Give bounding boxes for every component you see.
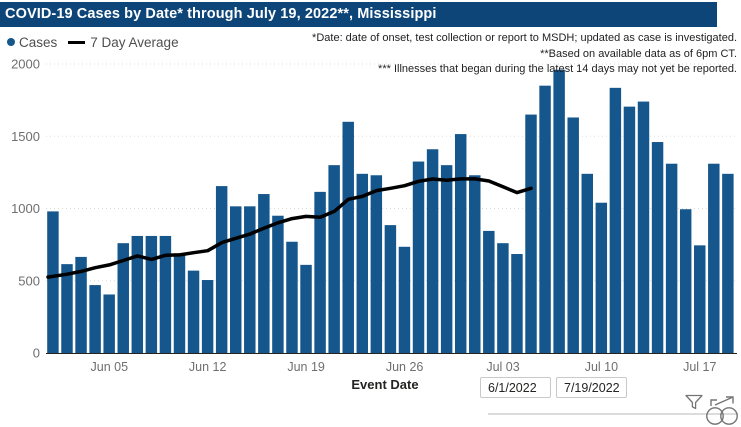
bar-jun-12[interactable]	[201, 280, 214, 353]
x-axis-tick-label: Jul 03	[486, 360, 519, 374]
bar-jun-09[interactable]	[159, 235, 172, 353]
bar-jul-16[interactable]	[679, 209, 692, 353]
bar-jun-24[interactable]	[370, 175, 383, 353]
bar-jun-16[interactable]	[258, 194, 270, 353]
bar-jun-29[interactable]	[440, 165, 453, 353]
focus-mode-icon[interactable]	[701, 394, 740, 426]
cases-legend-dot-icon	[7, 38, 15, 46]
bar-jul-12[interactable]	[623, 106, 636, 353]
bar-jun-10[interactable]	[173, 253, 186, 353]
x-axis-tick-label: Jun 26	[386, 360, 424, 374]
footnote-data-as-of: **Based on available data as of 6pm CT.	[540, 47, 737, 60]
bar-jul-06[interactable]	[539, 85, 551, 354]
bar-jul-03[interactable]	[497, 243, 509, 353]
x-axis-tick-label: Jun 05	[91, 360, 129, 374]
footnote-latest-14-days: *** Illnesses that began during the late…	[378, 63, 737, 75]
bar-jul-01[interactable]	[469, 175, 481, 353]
bar-jun-18[interactable]	[286, 241, 298, 353]
x-axis-tick-label: Jul 10	[585, 360, 618, 374]
bar-jun-13[interactable]	[215, 186, 228, 353]
bar-jul-14[interactable]	[651, 142, 664, 353]
y-axis-tick-label: 0	[33, 346, 40, 361]
x-axis-tick-label: Jun 19	[287, 360, 325, 374]
bar-jun-19[interactable]	[300, 264, 312, 353]
filter-icon[interactable]	[683, 393, 705, 412]
y-axis-tick-label: 500	[18, 273, 40, 288]
bar-jul-10[interactable]	[595, 202, 608, 353]
legend: Cases 7 Day Average	[7, 33, 179, 51]
bar-jun-15[interactable]	[244, 206, 256, 353]
bar-jun-07[interactable]	[131, 235, 144, 353]
bar-jul-02[interactable]	[483, 230, 495, 353]
footnotes: *Date: date of onset, test collection or…	[277, 31, 737, 78]
bar-jul-17[interactable]	[694, 245, 706, 353]
bar-jul-18[interactable]	[708, 163, 720, 353]
x-axis-title: Event Date	[351, 377, 419, 392]
bar-jun-17[interactable]	[272, 215, 284, 353]
bar-jun-25[interactable]	[384, 225, 397, 353]
average-legend-line-icon	[68, 40, 86, 44]
average-legend-label: 7 Day Average	[90, 34, 179, 50]
bar-jun-30[interactable]	[454, 134, 467, 353]
date-range-slider-track[interactable]	[488, 413, 738, 415]
seven-day-average-line	[46, 177, 533, 279]
bar-jul-19[interactable]	[722, 173, 734, 353]
bar-jun-06[interactable]	[117, 243, 129, 353]
bar-jun-28[interactable]	[426, 149, 439, 353]
y-axis-tick-label: 1500	[11, 129, 40, 144]
bar-jun-05[interactable]	[103, 294, 115, 353]
bar-jul-07[interactable]	[553, 69, 565, 353]
bar-jun-26[interactable]	[398, 246, 411, 353]
x-axis-tick-label: Jul 17	[683, 360, 716, 374]
cases-legend-label: Cases	[19, 34, 58, 50]
end-date-input[interactable]	[556, 377, 627, 398]
bar-jun-14[interactable]	[230, 206, 242, 353]
bar-jun-27[interactable]	[412, 161, 425, 353]
bar-jun-01[interactable]	[47, 211, 59, 353]
bar-jun-22[interactable]	[342, 121, 354, 353]
x-axis-tick-label: Jun 12	[189, 360, 227, 374]
bar-jul-15[interactable]	[665, 163, 678, 353]
bar-jul-08[interactable]	[567, 117, 579, 353]
bar-jun-21[interactable]	[328, 165, 340, 353]
bar-jun-23[interactable]	[356, 173, 369, 353]
bar-jun-04[interactable]	[89, 285, 101, 353]
bar-jul-13[interactable]	[637, 101, 650, 353]
start-date-input[interactable]	[480, 377, 551, 398]
bar-jul-11[interactable]	[609, 87, 622, 353]
chart-title-bar: COVID-19 Cases by Date* through July 19,…	[0, 2, 717, 27]
bar-jul-04[interactable]	[511, 254, 523, 353]
bar-jun-20[interactable]	[314, 191, 326, 353]
y-axis-tick-label: 1000	[11, 201, 40, 216]
chart-title: COVID-19 Cases by Date* through July 19,…	[5, 6, 437, 22]
bar-jun-11[interactable]	[187, 270, 200, 353]
y-axis-tick-label: 2000	[11, 57, 40, 72]
bar-jun-08[interactable]	[145, 235, 158, 353]
bar-jul-09[interactable]	[581, 173, 593, 353]
bar-jun-03[interactable]	[75, 256, 87, 353]
footnote-date-definition: *Date: date of onset, test collection or…	[312, 32, 737, 44]
bar-jul-05[interactable]	[525, 114, 537, 353]
bar-jun-02[interactable]	[61, 264, 73, 353]
